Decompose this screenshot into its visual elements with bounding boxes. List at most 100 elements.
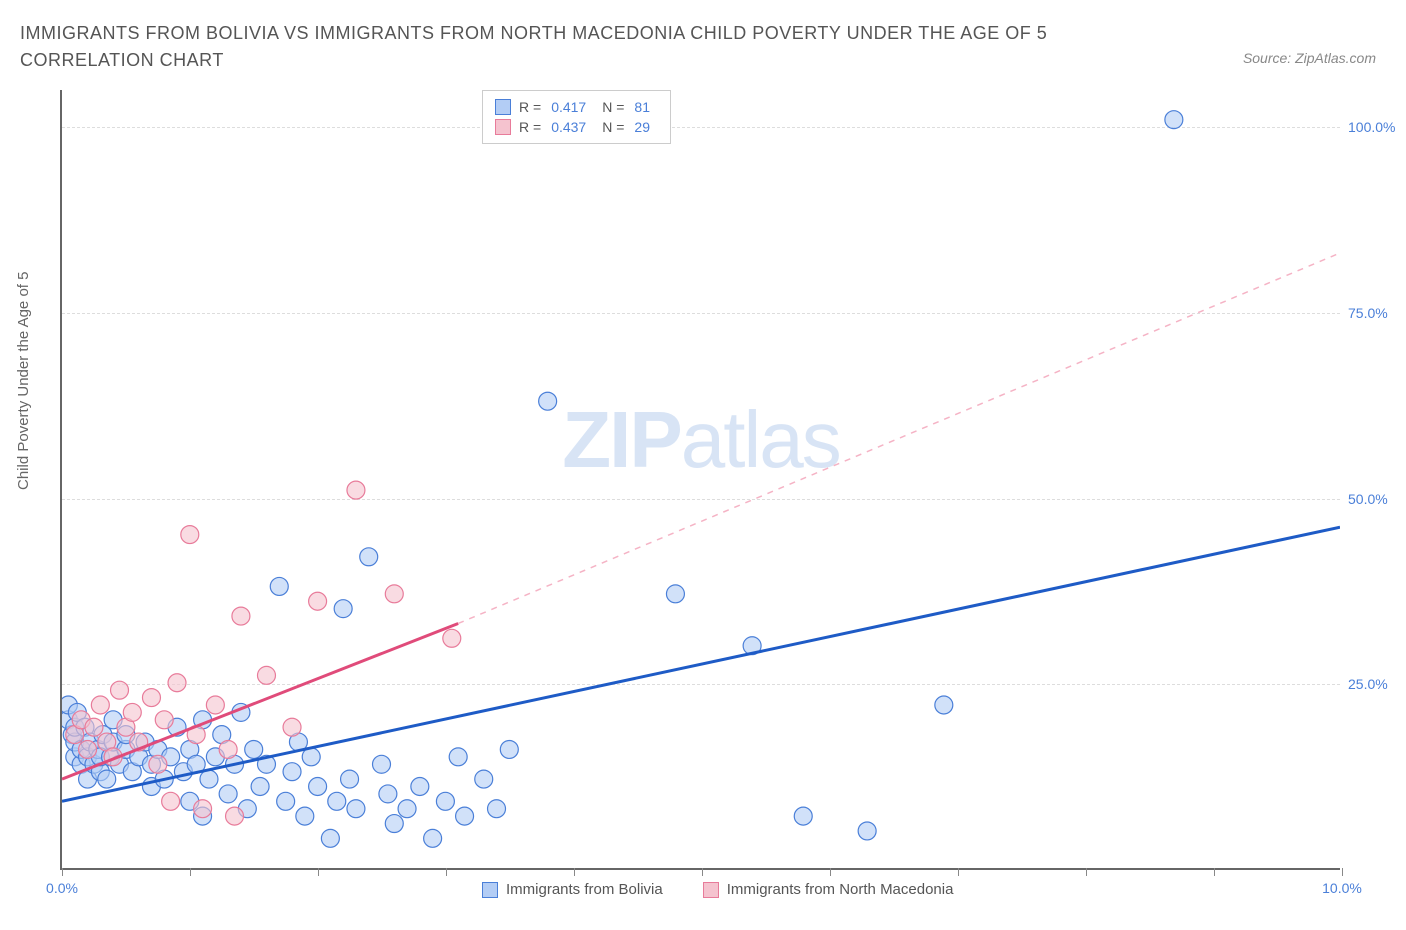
scatter-point: [935, 696, 953, 714]
scatter-point: [328, 792, 346, 810]
x-tick: [1086, 868, 1087, 876]
scatter-point: [283, 763, 301, 781]
scatter-point: [443, 629, 461, 647]
x-tick: [1342, 868, 1343, 876]
scatter-point: [270, 577, 288, 595]
scatter-point: [794, 807, 812, 825]
scatter-point: [162, 792, 180, 810]
scatter-point: [1165, 111, 1183, 129]
scatter-plot-svg: [62, 90, 1340, 868]
x-tick: [830, 868, 831, 876]
x-tick: [318, 868, 319, 876]
scatter-point: [666, 585, 684, 603]
scatter-point: [155, 711, 173, 729]
scatter-point: [309, 592, 327, 610]
scatter-point: [123, 703, 141, 721]
scatter-point: [385, 815, 403, 833]
legend-bottom-label-0: Immigrants from Bolivia: [506, 881, 663, 898]
legend-n-value-0: 81: [634, 99, 650, 115]
scatter-point: [251, 778, 269, 796]
scatter-point: [373, 755, 391, 773]
y-tick-label: 75.0%: [1348, 305, 1398, 321]
scatter-point: [398, 800, 416, 818]
scatter-point: [232, 607, 250, 625]
scatter-point: [245, 740, 263, 758]
x-tick: [1214, 868, 1215, 876]
scatter-point: [360, 548, 378, 566]
scatter-point: [488, 800, 506, 818]
scatter-point: [91, 696, 109, 714]
legend-n-label-1: N =: [602, 119, 624, 135]
scatter-point: [149, 755, 167, 773]
legend-swatch-series-0: [495, 99, 511, 115]
scatter-point: [347, 800, 365, 818]
scatter-point: [226, 807, 244, 825]
scatter-point: [283, 718, 301, 736]
legend-bottom: Immigrants from Bolivia Immigrants from …: [482, 881, 953, 898]
scatter-point: [168, 674, 186, 692]
legend-n-label-0: N =: [602, 99, 624, 115]
scatter-point: [424, 829, 442, 847]
scatter-point: [85, 718, 103, 736]
chart-container: Child Poverty Under the Age of 5 ZIPatla…: [20, 90, 1386, 910]
y-tick-label: 25.0%: [1348, 676, 1398, 692]
scatter-point: [500, 740, 518, 758]
chart-title: IMMIGRANTS FROM BOLIVIA VS IMMIGRANTS FR…: [20, 20, 1120, 74]
trend-line: [62, 527, 1340, 801]
scatter-point: [341, 770, 359, 788]
y-tick-label: 100.0%: [1348, 119, 1398, 135]
scatter-point: [436, 792, 454, 810]
scatter-point: [219, 740, 237, 758]
scatter-point: [194, 800, 212, 818]
x-tick: [702, 868, 703, 876]
scatter-point: [539, 392, 557, 410]
legend-bottom-item-1: Immigrants from North Macedonia: [703, 881, 954, 898]
y-axis-label: Child Poverty Under the Age of 5: [15, 272, 32, 490]
x-tick-label: 10.0%: [1322, 880, 1362, 896]
scatter-point: [411, 778, 429, 796]
x-tick: [958, 868, 959, 876]
x-tick-label: 0.0%: [46, 880, 78, 896]
scatter-point: [347, 481, 365, 499]
scatter-point: [321, 829, 339, 847]
scatter-point: [111, 681, 129, 699]
legend-swatch-series-1: [495, 119, 511, 135]
scatter-point: [334, 600, 352, 618]
legend-r-value-1: 0.437: [551, 119, 586, 135]
scatter-point: [277, 792, 295, 810]
scatter-point: [379, 785, 397, 803]
scatter-point: [309, 778, 327, 796]
scatter-point: [219, 785, 237, 803]
scatter-point: [296, 807, 314, 825]
scatter-point: [858, 822, 876, 840]
scatter-point: [98, 770, 116, 788]
legend-r-label-0: R =: [519, 99, 541, 115]
legend-correlation-box: R = 0.417 N = 81 R = 0.437 N = 29: [482, 90, 671, 144]
x-tick: [446, 868, 447, 876]
legend-bottom-swatch-1: [703, 882, 719, 898]
legend-r-value-0: 0.417: [551, 99, 586, 115]
x-tick: [574, 868, 575, 876]
scatter-point: [79, 740, 97, 758]
scatter-point: [385, 585, 403, 603]
x-tick: [62, 868, 63, 876]
legend-bottom-swatch-0: [482, 882, 498, 898]
y-tick-label: 50.0%: [1348, 491, 1398, 507]
scatter-point: [449, 748, 467, 766]
legend-r-label-1: R =: [519, 119, 541, 135]
scatter-point: [456, 807, 474, 825]
scatter-point: [475, 770, 493, 788]
legend-n-value-1: 29: [634, 119, 650, 135]
source-attribution: Source: ZipAtlas.com: [1243, 50, 1376, 66]
legend-row-series-1: R = 0.437 N = 29: [495, 117, 658, 137]
x-tick: [190, 868, 191, 876]
scatter-point: [181, 526, 199, 544]
legend-bottom-label-1: Immigrants from North Macedonia: [727, 881, 954, 898]
scatter-point: [206, 696, 224, 714]
scatter-point: [257, 666, 275, 684]
legend-row-series-0: R = 0.417 N = 81: [495, 97, 658, 117]
legend-bottom-item-0: Immigrants from Bolivia: [482, 881, 663, 898]
scatter-point: [142, 689, 160, 707]
trend-line-extension: [458, 253, 1340, 623]
scatter-point: [200, 770, 218, 788]
